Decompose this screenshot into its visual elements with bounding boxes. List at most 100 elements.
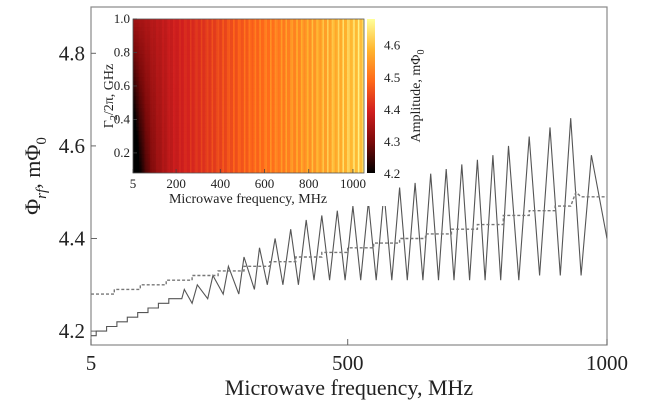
heatmap-cell xyxy=(217,134,220,139)
heatmap-cell xyxy=(276,103,279,108)
heatmap-cell xyxy=(322,111,325,116)
heatmap-cell xyxy=(171,72,174,78)
heatmap-cell xyxy=(305,107,308,112)
heatmap-cell xyxy=(217,111,220,116)
heatmap-cell xyxy=(174,103,177,108)
heatmap-cell xyxy=(205,69,208,74)
heatmap-cell xyxy=(277,138,280,143)
heatmap-cell xyxy=(159,142,162,147)
heatmap-cell xyxy=(336,165,339,170)
heatmap-cell xyxy=(217,149,220,155)
heatmap-cell xyxy=(353,134,356,139)
heatmap-cell xyxy=(148,42,151,47)
heatmap-cell xyxy=(210,53,212,58)
heatmap-cell xyxy=(303,92,306,97)
heatmap-cell xyxy=(148,111,151,116)
heatmap-cell xyxy=(185,92,188,97)
heatmap-cell xyxy=(310,157,313,162)
heatmap-cell xyxy=(270,161,272,166)
heatmap-cell xyxy=(237,45,240,51)
heatmap-cell xyxy=(257,103,260,108)
heatmap-cell xyxy=(279,138,282,143)
heatmap-cell xyxy=(343,76,346,81)
heatmap-cell xyxy=(196,111,199,116)
heatmap-cell xyxy=(353,99,356,105)
heatmap-cell xyxy=(168,130,171,135)
heatmap-cell xyxy=(226,149,229,155)
heatmap-cell xyxy=(134,92,137,97)
heatmap-cell xyxy=(205,103,208,108)
heatmap-cell xyxy=(290,153,293,158)
heatmap-cell xyxy=(180,169,183,173)
heatmap-cell xyxy=(143,45,146,51)
heatmap-cell xyxy=(296,153,299,158)
heatmap-cell xyxy=(256,134,259,139)
heatmap-cell xyxy=(303,142,306,147)
heatmap-cell xyxy=(183,61,186,66)
heatmap-cell xyxy=(263,72,266,78)
heatmap-cell xyxy=(314,157,317,162)
heatmap-cell xyxy=(283,92,286,97)
heatmap-cell xyxy=(202,72,205,78)
heatmap-cell xyxy=(316,99,319,105)
heatmap-cell xyxy=(333,96,336,101)
heatmap-cell xyxy=(334,96,337,101)
heatmap-cell xyxy=(199,80,202,85)
heatmap-cell xyxy=(211,88,214,93)
heatmap-cell xyxy=(302,130,305,135)
heatmap-cell xyxy=(288,65,291,70)
heatmap-cell xyxy=(211,65,214,70)
heatmap-cell xyxy=(299,69,302,74)
heatmap-cell xyxy=(262,65,265,70)
heatmap-cell xyxy=(217,76,220,81)
heatmap-cell xyxy=(163,69,166,74)
heatmap-cell xyxy=(176,146,179,151)
heatmap-cell xyxy=(165,96,168,101)
heatmap-cell xyxy=(236,103,239,108)
heatmap-cell xyxy=(226,146,229,151)
heatmap-cell xyxy=(242,111,245,116)
heatmap-cell xyxy=(253,161,256,166)
heatmap-cell xyxy=(149,134,152,139)
heatmap-cell xyxy=(276,138,279,143)
heatmap-cell xyxy=(277,115,280,120)
heatmap-cell xyxy=(179,53,182,58)
heatmap-cell xyxy=(327,111,329,116)
heatmap-cell xyxy=(285,169,288,173)
heatmap-cell xyxy=(177,80,180,85)
heatmap-cell xyxy=(276,49,279,55)
heatmap-cell xyxy=(290,92,293,97)
heatmap-cell xyxy=(219,72,222,78)
heatmap-cell xyxy=(274,103,277,108)
heatmap-cell xyxy=(137,49,140,55)
heatmap-cell xyxy=(305,115,308,120)
heatmap-cell xyxy=(168,76,171,81)
heatmap-cell xyxy=(303,88,306,93)
heatmap-cell xyxy=(231,80,234,85)
heatmap-cell xyxy=(163,61,166,66)
heatmap-cell xyxy=(200,103,203,108)
heatmap-cell xyxy=(340,122,343,128)
heatmap-cell xyxy=(219,119,222,124)
heatmap-cell xyxy=(203,157,206,162)
heatmap-cell xyxy=(136,65,139,70)
heatmap-cell xyxy=(245,153,248,158)
heatmap-cell xyxy=(176,57,179,62)
heatmap-cell xyxy=(191,76,194,81)
heatmap-cell xyxy=(183,53,186,58)
heatmap-cell xyxy=(297,72,300,78)
heatmap-cell xyxy=(254,76,257,81)
heatmap-cell xyxy=(237,76,240,81)
heatmap-cell xyxy=(217,122,220,128)
heatmap-cell xyxy=(176,84,179,89)
heatmap-cell xyxy=(327,161,329,166)
heatmap-cell xyxy=(243,103,246,108)
heatmap-cell xyxy=(294,107,297,112)
heatmap-cell xyxy=(311,165,314,170)
heatmap-cell xyxy=(239,65,242,70)
heatmap-cell xyxy=(337,107,340,112)
heatmap-cell xyxy=(270,76,272,81)
heatmap-cell xyxy=(336,99,339,105)
heatmap-cell xyxy=(345,161,348,166)
heatmap-cell xyxy=(320,119,323,124)
